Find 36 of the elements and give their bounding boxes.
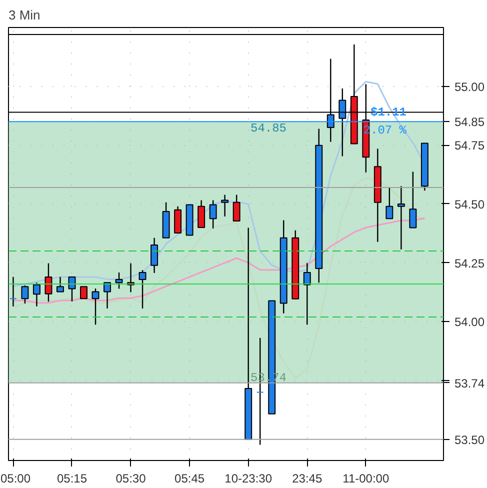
y-tick-label: 55.00 [454,80,485,94]
x-tick-label: 11-00:00 [342,472,390,486]
y-tick-label: 53.50 [454,432,485,447]
chart-title: 3 Min [8,8,40,22]
candlestick [44,262,52,302]
candlestick [409,171,417,228]
candlestick [104,282,111,310]
candlestick [92,288,100,326]
candlestick [198,200,206,228]
candlestick [221,194,229,218]
ref-line-label: 53.74 [454,376,485,390]
candlestick [32,282,40,307]
x-tick-label: 05:00 [0,472,31,486]
y-tick-label: 54.25 [454,256,485,270]
candlestick [150,237,158,274]
y-tick-label: 54.00 [454,315,485,330]
x-tick-label: 05:30 [116,472,146,486]
x-tick-label: 23:45 [292,472,322,486]
candlestick [174,206,182,234]
x-tick-label: 05:15 [56,472,88,486]
candlestick [397,186,405,250]
y-tick-label: 54.50 [454,197,485,212]
ref-line-label: 54.85 [454,115,485,130]
candlestick [21,284,29,304]
candlestick [80,286,88,300]
x-tick-label: 05:45 [174,472,205,486]
y-tick-label: 54.75 [454,138,485,153]
x-tick-label: 10-23:30 [224,472,272,486]
candlestick [209,200,217,230]
candlestick [232,194,240,222]
candlestick [303,262,311,326]
annotation: 54.85 [250,122,287,136]
candlestick [386,187,394,220]
candlestick [56,276,64,292]
candlestick [138,270,146,310]
candlestick [115,272,123,290]
